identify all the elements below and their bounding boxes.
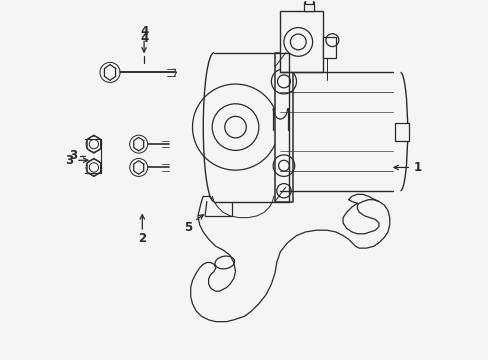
Bar bbox=[274, 53, 292, 202]
Text: 4: 4 bbox=[140, 26, 148, 39]
Bar bbox=[394, 123, 408, 140]
Bar bbox=[305, 0, 312, 4]
Text: 1: 1 bbox=[413, 161, 421, 174]
Bar bbox=[323, 37, 335, 58]
Text: 5: 5 bbox=[183, 221, 192, 234]
Bar bbox=[280, 12, 323, 72]
Text: 2: 2 bbox=[138, 232, 146, 245]
Text: 4: 4 bbox=[140, 32, 148, 45]
Text: 3: 3 bbox=[69, 149, 77, 162]
Bar bbox=[303, 3, 314, 12]
Text: 3: 3 bbox=[65, 154, 73, 167]
